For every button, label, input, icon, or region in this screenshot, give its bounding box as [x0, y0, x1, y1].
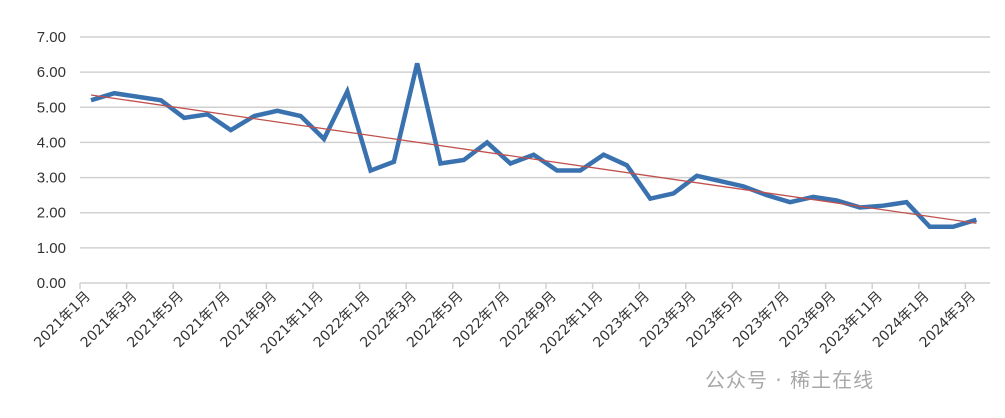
- series-line-value: [90, 62, 978, 230]
- y-tick-label: 0.00: [37, 275, 66, 292]
- y-tick-label: 2.00: [37, 205, 66, 222]
- trend-line: [90, 94, 977, 224]
- y-tick-label: 6.00: [37, 64, 66, 81]
- y-tick-label: 1.00: [37, 240, 66, 257]
- y-tick-label: 7.00: [37, 29, 66, 46]
- y-tick-label: 3.00: [37, 170, 66, 187]
- y-tick-label: 4.00: [37, 134, 66, 151]
- watermark: 公众号 · 稀土在线: [705, 368, 875, 392]
- y-tick-label: 5.00: [37, 99, 66, 116]
